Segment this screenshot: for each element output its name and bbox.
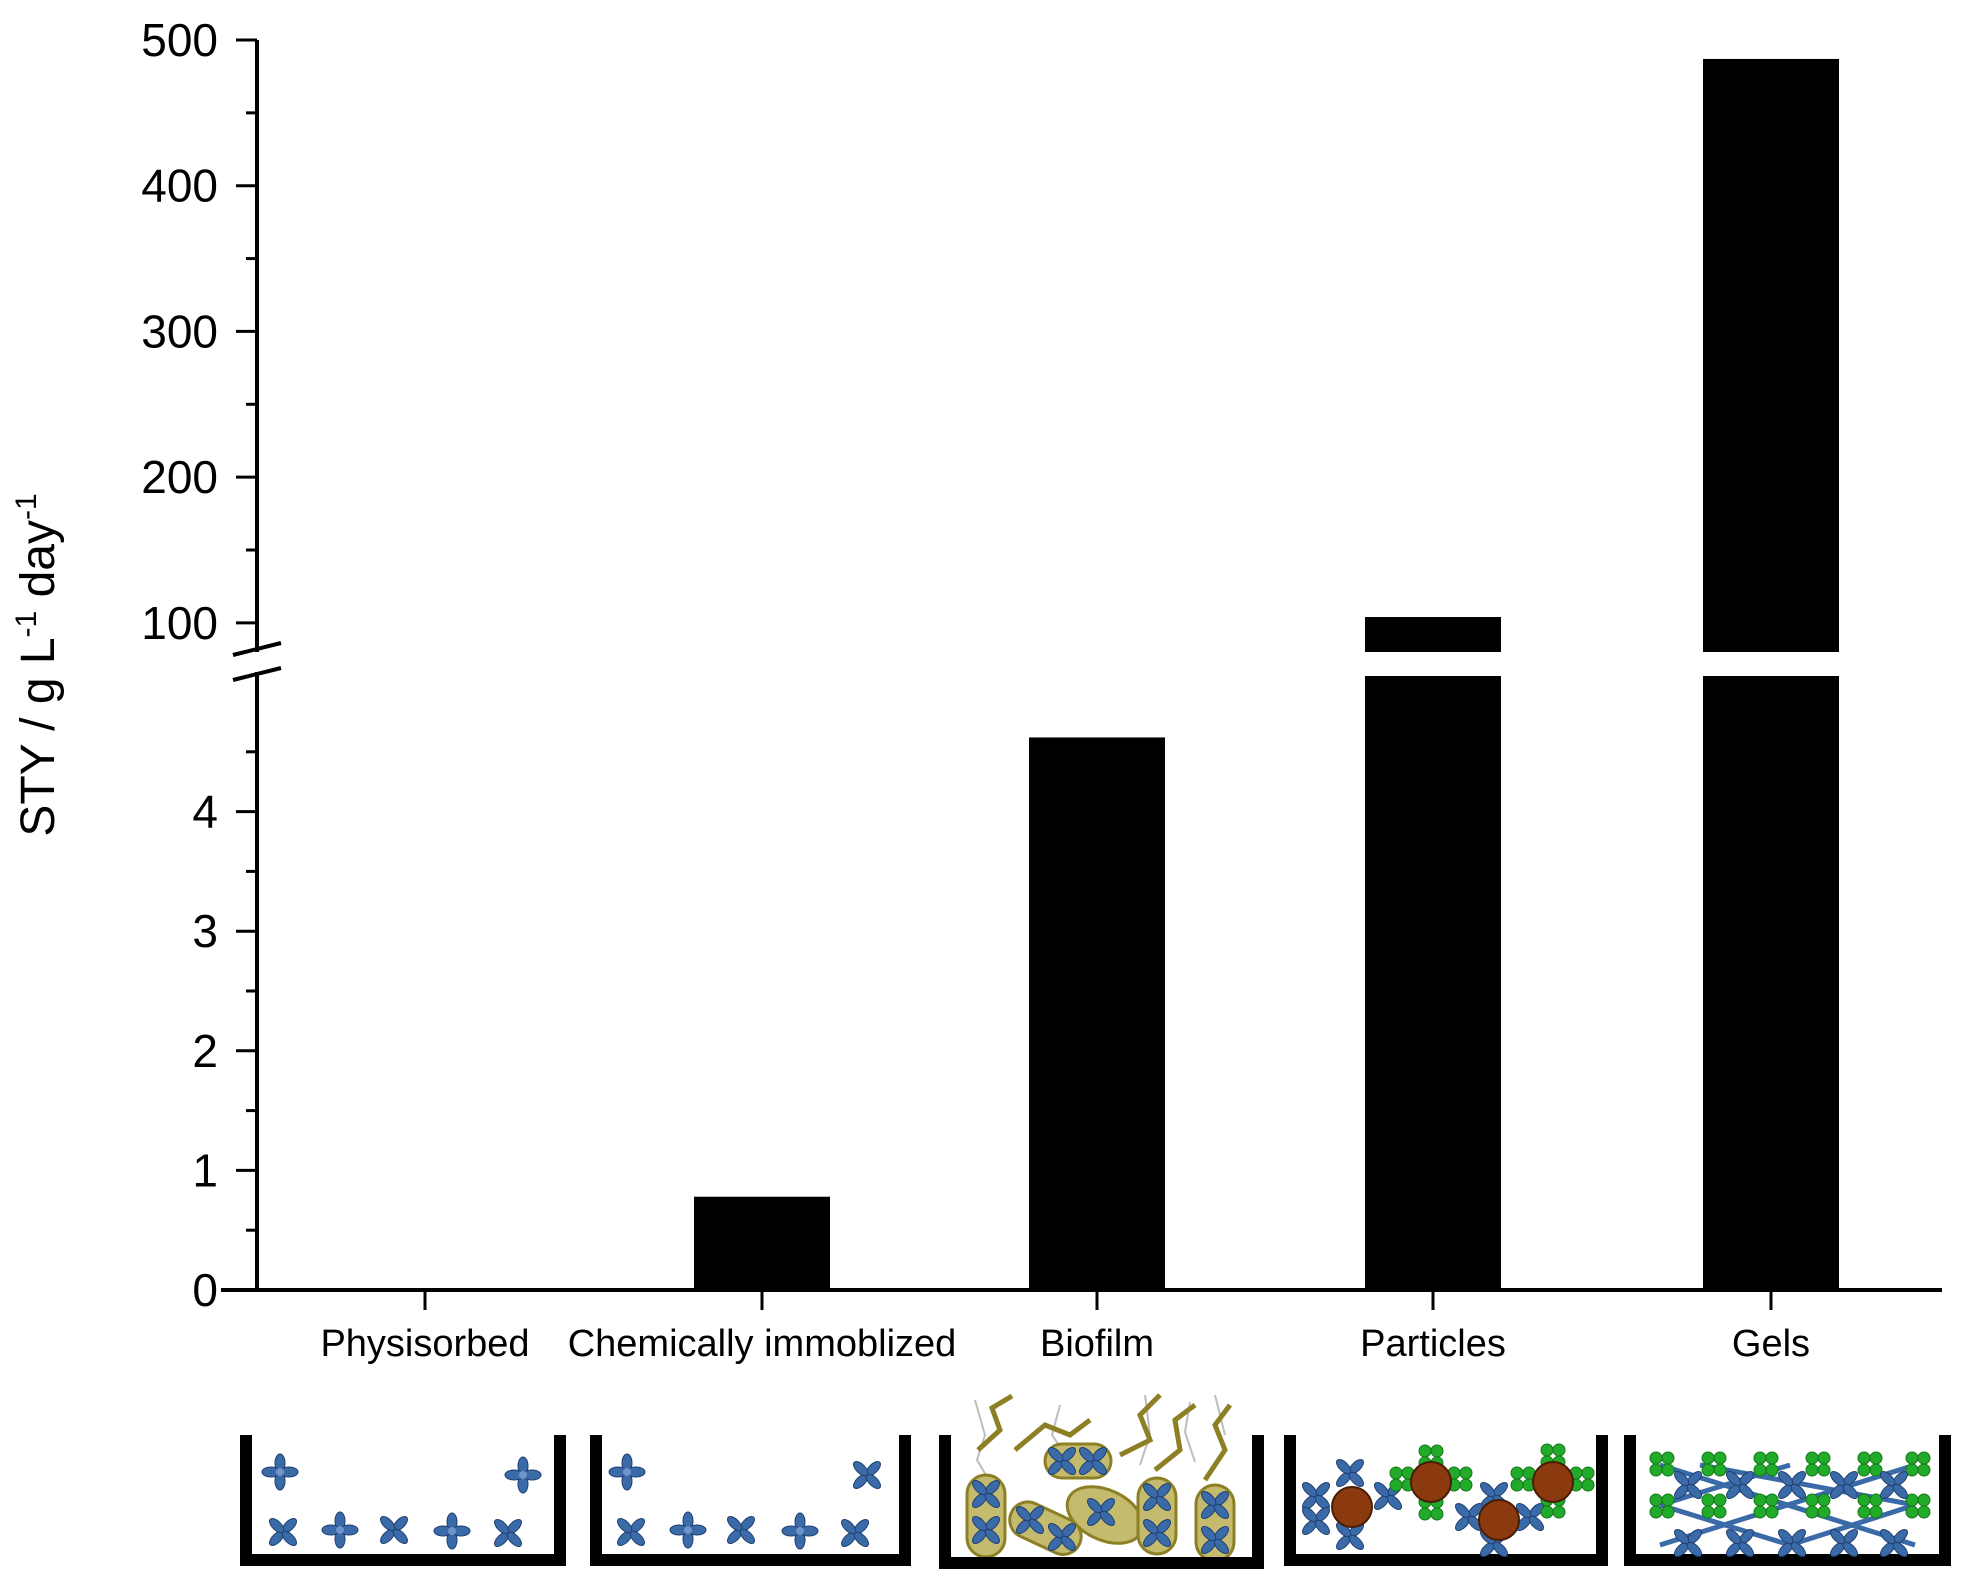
y-tick-label: 2: [192, 1025, 218, 1077]
y-tick-label: 3: [192, 905, 218, 957]
bar-gels-upper: [1703, 58, 1839, 652]
y-tick-label: 500: [141, 14, 218, 66]
x-category-label: Biofilm: [1040, 1323, 1154, 1365]
y-axis-title: STY / g L-1 day-1: [10, 493, 65, 836]
y-tick-label: 1: [192, 1144, 218, 1196]
bar-particles-upper: [1365, 617, 1501, 652]
schematic-particles-icon: [1284, 1435, 1608, 1569]
bar-chemically-immoblized: [694, 1196, 830, 1290]
bar-gels-lower: [1703, 676, 1839, 1290]
x-category-label: Physisorbed: [320, 1323, 529, 1365]
y-tick-label: 300: [141, 305, 218, 357]
axis-break-mark: [232, 641, 282, 682]
y-tick-label: 400: [141, 160, 218, 212]
x-category-label: Particles: [1360, 1323, 1506, 1365]
y-tick-label: 4: [192, 786, 218, 838]
schematic-biofilm-icon: [939, 1393, 1264, 1569]
x-category-label: Chemically immoblized: [568, 1323, 957, 1365]
bar-biofilm: [1029, 737, 1165, 1290]
schematic-physisorbed-icon: [240, 1435, 566, 1566]
bars: [694, 58, 1839, 1290]
bar-particles-lower: [1365, 676, 1501, 1290]
y-tick-label: 200: [141, 451, 218, 503]
schematic-gels-icon: [1624, 1435, 1951, 1569]
y-tick-label: 0: [192, 1264, 218, 1316]
schematic-chemically-immobilized-icon: [590, 1435, 911, 1566]
y-tick-label: 100: [141, 597, 218, 649]
x-category-label: Gels: [1732, 1323, 1810, 1365]
